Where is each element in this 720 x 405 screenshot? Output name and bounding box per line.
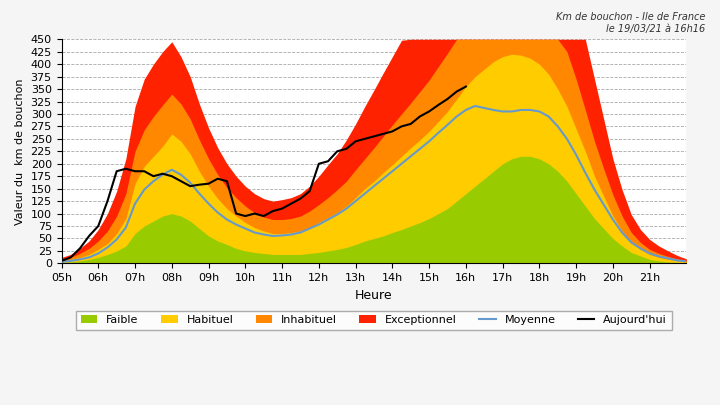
Text: Km de bouchon - Ile de France
le 19/03/21 à 16h16: Km de bouchon - Ile de France le 19/03/2… bbox=[557, 12, 706, 34]
Legend: Faible, Habituel, Inhabituel, Exceptionnel, Moyenne, Aujourd'hui: Faible, Habituel, Inhabituel, Exceptionn… bbox=[76, 311, 672, 330]
X-axis label: Heure: Heure bbox=[355, 289, 393, 302]
Y-axis label: Valeur du  km de bouchon: Valeur du km de bouchon bbox=[15, 78, 25, 224]
